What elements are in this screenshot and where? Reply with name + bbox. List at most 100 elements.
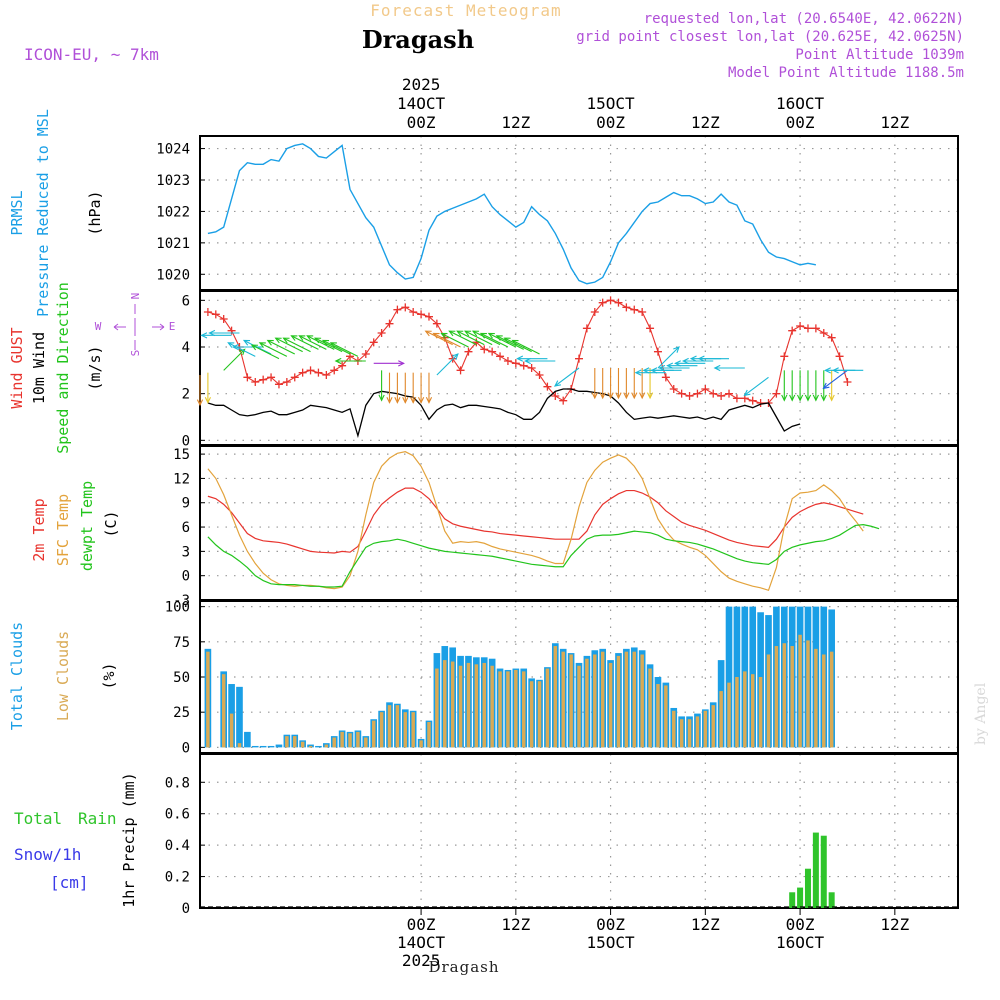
low-cloud-bar bbox=[703, 710, 708, 748]
top-time-label: 12Z bbox=[880, 113, 909, 132]
gust-marker bbox=[843, 378, 852, 386]
total-cloud-bar bbox=[725, 606, 733, 748]
gust-marker bbox=[527, 364, 536, 372]
y-tick-label: -3 bbox=[173, 593, 190, 609]
low-cloud-bar bbox=[735, 677, 739, 748]
bottom-time-label: 14OCT bbox=[397, 933, 446, 952]
wind-arrow-head bbox=[204, 397, 212, 404]
wind-arrow-head bbox=[410, 397, 417, 404]
gust-marker bbox=[590, 308, 599, 316]
wind-arrow-head bbox=[658, 364, 666, 372]
wind-arrow-head bbox=[258, 342, 266, 348]
wind-arrow-head bbox=[631, 392, 638, 400]
rain-bar bbox=[789, 892, 796, 908]
wind-arrow-head bbox=[642, 367, 650, 374]
low-cloud-bar bbox=[356, 731, 360, 748]
gust-marker bbox=[535, 371, 544, 379]
gust-marker bbox=[811, 324, 820, 333]
temp2m-line bbox=[207, 487, 864, 554]
wind-arrow-head bbox=[282, 337, 290, 344]
wind-arrow-head bbox=[417, 397, 425, 404]
gust-marker bbox=[732, 394, 741, 403]
total-cloud-bar bbox=[244, 731, 251, 748]
gust-marker bbox=[827, 333, 836, 342]
wind-arrow bbox=[823, 369, 848, 389]
gust-marker bbox=[456, 366, 465, 375]
label-wind-gust: Wind GUST bbox=[8, 327, 26, 408]
low-cloud-bar bbox=[324, 744, 329, 748]
label-2m-temp: 2m Temp bbox=[30, 498, 48, 561]
low-cloud-bar bbox=[514, 669, 518, 748]
label-total: Total bbox=[14, 809, 62, 828]
low-cloud-bar bbox=[806, 640, 810, 748]
wind-arrow-head bbox=[789, 394, 796, 402]
wind-arrow-head bbox=[713, 364, 721, 372]
wind-arrow-head bbox=[394, 397, 401, 404]
gust-marker bbox=[788, 326, 797, 335]
wind-arrow-head bbox=[634, 369, 642, 376]
total-cloud-bar bbox=[267, 745, 275, 748]
wind-arrow-head bbox=[689, 355, 697, 362]
gust-marker bbox=[780, 352, 789, 361]
panel-frame bbox=[199, 753, 959, 909]
wind-arrow-head bbox=[820, 394, 827, 402]
wind-arrow-head bbox=[681, 357, 689, 365]
gust-marker bbox=[488, 347, 497, 356]
wind-panel: 0 2 4 6 bbox=[182, 290, 959, 449]
low-cloud-bar bbox=[829, 651, 834, 748]
location-title: Dragash bbox=[362, 25, 474, 54]
panel-frame bbox=[199, 135, 959, 291]
wind-arrow bbox=[464, 330, 493, 346]
gust-marker bbox=[661, 373, 670, 382]
wind-arrow bbox=[744, 376, 769, 396]
wind-arrow bbox=[441, 333, 469, 348]
y-tick-label: 1022 bbox=[156, 204, 190, 220]
wind-arrow bbox=[267, 340, 295, 355]
rain-bar bbox=[797, 887, 804, 908]
bottom-time-label: 00Z bbox=[596, 915, 625, 934]
grid-point-coords: grid point closest lon,lat (20.625E, 42.… bbox=[576, 29, 964, 45]
gust-marker bbox=[701, 385, 710, 393]
low-cloud-bar bbox=[521, 671, 526, 748]
wind-arrow bbox=[251, 344, 280, 360]
gust-marker bbox=[543, 382, 552, 391]
gust-marker bbox=[361, 350, 370, 358]
wind-arrow-head bbox=[822, 382, 830, 390]
bottom-time-label: 15OCT bbox=[586, 933, 635, 952]
low-cloud-bar bbox=[395, 705, 400, 748]
low-cloud-bar bbox=[600, 651, 605, 748]
gust-marker bbox=[693, 389, 702, 398]
gust-marker bbox=[330, 366, 339, 375]
total-cloud-bar bbox=[275, 744, 283, 748]
gust-line bbox=[207, 299, 848, 404]
label-sfc-temp: SFC Temp bbox=[54, 494, 72, 566]
total-cloud-bar bbox=[315, 745, 322, 748]
low-cloud-bar bbox=[687, 719, 692, 748]
top-time-label: 12Z bbox=[691, 113, 720, 132]
compass-n: N bbox=[129, 293, 142, 300]
label-rain: Rain bbox=[78, 809, 117, 828]
gust-marker bbox=[298, 368, 307, 377]
wind-arrow bbox=[433, 333, 461, 348]
y-tick-label: 15 bbox=[173, 447, 190, 463]
label-cm: [cm] bbox=[50, 873, 89, 892]
wind-arrow-head bbox=[386, 397, 393, 404]
wind-arrow-head bbox=[452, 353, 459, 360]
low-cloud-bar bbox=[237, 743, 242, 748]
gust-marker bbox=[432, 319, 441, 328]
label-pressure-msl: Pressure Reduced to MSL bbox=[34, 109, 52, 317]
wind-arrow-head bbox=[298, 335, 306, 341]
wind-arrow-head bbox=[623, 392, 630, 400]
wind-arrow-head bbox=[524, 357, 531, 365]
wind-arrow bbox=[299, 335, 327, 350]
wind-arrow bbox=[259, 342, 288, 357]
wind-arrow-head bbox=[828, 394, 835, 402]
top-time-label: 16OCT bbox=[776, 94, 825, 113]
top-time-label: 00Z bbox=[407, 113, 436, 132]
low-cloud-bar bbox=[364, 737, 368, 748]
label-celsius: (C) bbox=[102, 510, 120, 537]
wind-arrow-head bbox=[495, 335, 503, 341]
gust-marker bbox=[219, 315, 228, 323]
top-time-label: 2025 bbox=[402, 75, 441, 94]
low-cloud-bar bbox=[466, 662, 471, 748]
